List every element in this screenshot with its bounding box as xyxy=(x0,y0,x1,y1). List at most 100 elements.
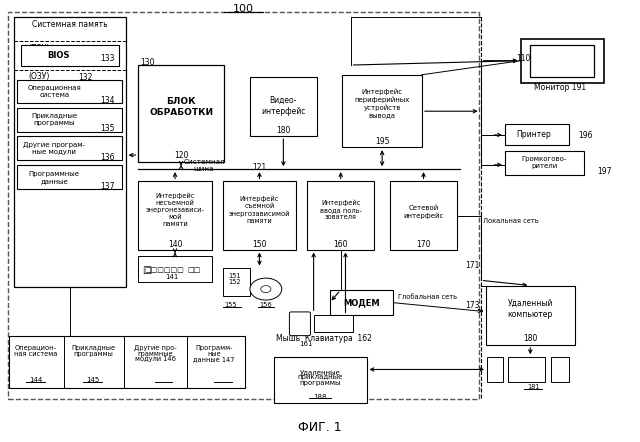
Text: Громкогово-
рители: Громкогово- рители xyxy=(522,156,567,169)
Text: ная система: ная система xyxy=(14,351,58,357)
Text: (ПЗУ): (ПЗУ) xyxy=(28,44,49,53)
Text: 144: 144 xyxy=(29,377,42,384)
Text: Прикладные
программы: Прикладные программы xyxy=(31,113,77,126)
Circle shape xyxy=(250,278,282,300)
FancyBboxPatch shape xyxy=(289,312,310,335)
FancyBboxPatch shape xyxy=(521,39,604,83)
FancyBboxPatch shape xyxy=(486,286,575,345)
Text: 197: 197 xyxy=(597,168,612,176)
Text: 130: 130 xyxy=(140,57,155,66)
Text: Интерфейс
съемной
энергозависимой
памяти: Интерфейс съемной энергозависимой памяти xyxy=(228,196,290,224)
Text: Интерфейс
несъемной
энергонезависи-
мой
памяти: Интерфейс несъемной энергонезависи- мой … xyxy=(145,193,204,227)
FancyBboxPatch shape xyxy=(342,75,422,147)
Text: 195: 195 xyxy=(375,137,389,146)
FancyBboxPatch shape xyxy=(390,182,457,250)
Text: Другие програм-
ные модули: Другие програм- ные модули xyxy=(23,141,85,155)
Text: Прикладные: Прикладные xyxy=(71,345,115,351)
Text: 131: 131 xyxy=(78,45,92,54)
Text: 135: 135 xyxy=(100,124,115,133)
Text: Программ-: Программ- xyxy=(195,345,233,351)
Text: 170: 170 xyxy=(416,240,431,249)
Text: Локальная сеть: Локальная сеть xyxy=(483,218,539,224)
Text: 145: 145 xyxy=(86,377,100,384)
Text: Интерфейс
ввода поль-
зователя: Интерфейс ввода поль- зователя xyxy=(320,200,362,220)
FancyBboxPatch shape xyxy=(223,268,250,296)
Text: 120: 120 xyxy=(174,151,188,160)
Text: 132: 132 xyxy=(78,73,92,82)
FancyBboxPatch shape xyxy=(250,77,317,136)
Text: Системная
шина: Системная шина xyxy=(183,159,225,172)
Text: Системная память: Системная память xyxy=(32,20,108,29)
Text: 160: 160 xyxy=(333,240,348,249)
Text: 171: 171 xyxy=(465,261,479,271)
Text: граммные: граммные xyxy=(137,351,173,357)
Text: □□□□□□: □□□□□□ xyxy=(144,267,184,273)
Text: 141: 141 xyxy=(166,274,179,280)
Text: Сетевой
интерфейс: Сетевой интерфейс xyxy=(403,206,444,219)
Text: данные 147: данные 147 xyxy=(193,356,235,362)
Text: BIOS: BIOS xyxy=(47,51,70,60)
Text: □□: □□ xyxy=(188,267,200,273)
Text: 150: 150 xyxy=(252,240,267,249)
FancyBboxPatch shape xyxy=(274,357,367,403)
Text: Мышь  Клавиатура  162: Мышь Клавиатура 162 xyxy=(276,334,372,343)
Text: 133: 133 xyxy=(100,54,115,63)
Text: 137: 137 xyxy=(100,182,115,191)
Text: Интерфейс
периферийных
устройств
вывода: Интерфейс периферийных устройств вывода xyxy=(355,89,410,118)
Text: ФИГ. 1: ФИГ. 1 xyxy=(298,421,342,434)
Text: ные: ные xyxy=(207,351,221,357)
Text: Удаленный
компьютер: Удаленный компьютер xyxy=(508,299,553,319)
Text: 181: 181 xyxy=(527,384,540,390)
Text: 173: 173 xyxy=(465,301,480,310)
Text: Принтер: Принтер xyxy=(516,130,551,139)
FancyBboxPatch shape xyxy=(17,165,122,189)
Text: 110: 110 xyxy=(516,54,531,63)
FancyBboxPatch shape xyxy=(17,136,122,160)
Text: 121: 121 xyxy=(252,163,267,172)
FancyBboxPatch shape xyxy=(505,151,584,175)
FancyBboxPatch shape xyxy=(505,124,568,145)
Circle shape xyxy=(260,286,271,293)
Text: (ОЗУ): (ОЗУ) xyxy=(28,72,49,80)
FancyBboxPatch shape xyxy=(508,357,545,382)
Text: 180: 180 xyxy=(523,334,538,343)
Text: 196: 196 xyxy=(578,131,593,140)
FancyBboxPatch shape xyxy=(14,17,125,287)
Text: МОДЕМ: МОДЕМ xyxy=(343,298,380,307)
FancyBboxPatch shape xyxy=(20,46,119,66)
Text: Видео-
интерфейс: Видео- интерфейс xyxy=(261,96,305,116)
Text: Программные
данные: Программные данные xyxy=(29,171,80,183)
FancyBboxPatch shape xyxy=(138,256,212,282)
Text: модули 146: модули 146 xyxy=(134,356,175,362)
Text: □: □ xyxy=(142,265,151,275)
Text: 188: 188 xyxy=(313,394,327,400)
Text: Удаленные: Удаленные xyxy=(300,369,340,375)
Text: 140: 140 xyxy=(168,240,182,249)
Text: 136: 136 xyxy=(100,153,115,162)
Text: Операцион-: Операцион- xyxy=(15,345,57,351)
Text: 156: 156 xyxy=(260,302,272,309)
FancyBboxPatch shape xyxy=(138,65,225,162)
Text: 151: 151 xyxy=(228,273,241,279)
Text: Операционная
система: Операционная система xyxy=(28,85,81,98)
FancyBboxPatch shape xyxy=(138,182,212,250)
Text: программы: программы xyxy=(300,380,340,386)
Text: Глобальная сеть: Глобальная сеть xyxy=(397,294,457,300)
FancyBboxPatch shape xyxy=(307,182,374,250)
Text: Монитор 191: Монитор 191 xyxy=(534,84,586,92)
Text: программы: программы xyxy=(73,351,113,357)
FancyBboxPatch shape xyxy=(17,80,122,103)
Text: прикладные: прикладные xyxy=(298,374,342,381)
FancyBboxPatch shape xyxy=(17,108,122,132)
FancyBboxPatch shape xyxy=(223,182,296,250)
Text: БЛОК
ОБРАБОТКИ: БЛОК ОБРАБОТКИ xyxy=(149,97,213,117)
Text: 134: 134 xyxy=(100,96,115,105)
FancyBboxPatch shape xyxy=(531,46,594,77)
FancyBboxPatch shape xyxy=(487,357,503,382)
FancyBboxPatch shape xyxy=(550,357,568,382)
FancyBboxPatch shape xyxy=(314,316,353,332)
Text: Другие про-: Другие про- xyxy=(134,345,176,351)
FancyBboxPatch shape xyxy=(330,290,394,316)
Text: 180: 180 xyxy=(276,126,291,134)
Text: 100: 100 xyxy=(233,4,254,14)
